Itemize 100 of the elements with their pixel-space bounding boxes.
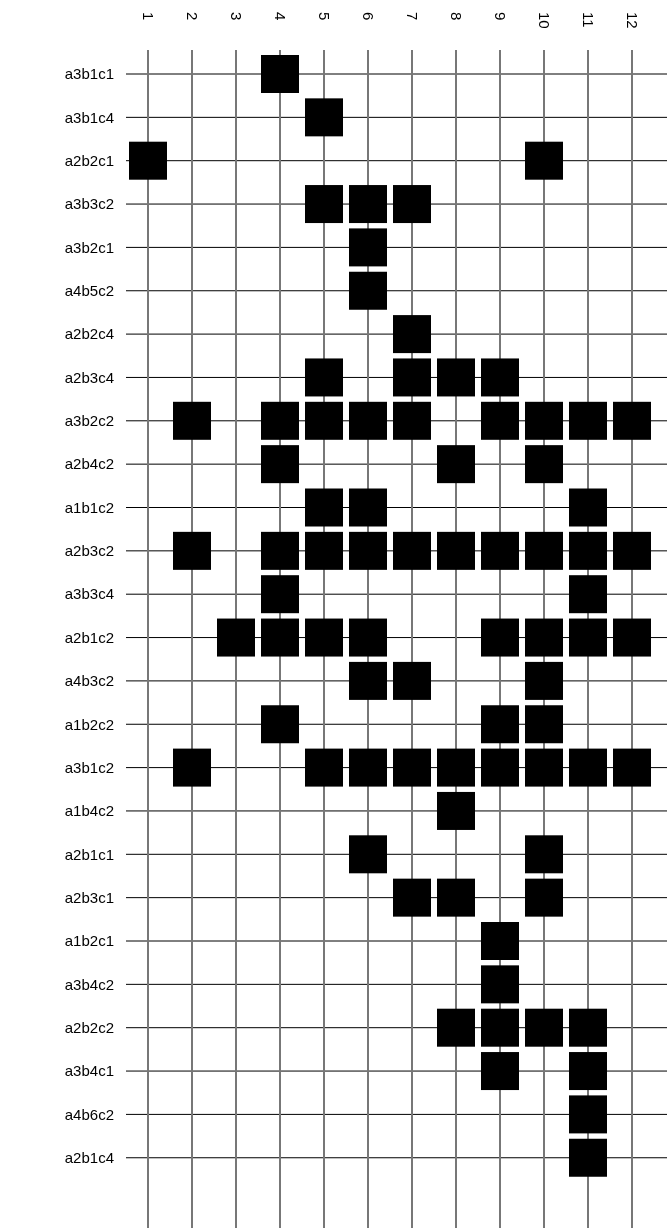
point — [349, 185, 387, 224]
point — [349, 228, 387, 267]
point — [613, 401, 651, 440]
x-tick-label: 2 — [183, 12, 201, 21]
point — [393, 661, 431, 700]
x-tick-label: 3 — [227, 12, 245, 21]
point — [305, 401, 343, 440]
point — [217, 618, 255, 657]
point — [393, 358, 431, 397]
point — [261, 445, 299, 484]
point — [173, 531, 211, 570]
point — [481, 358, 519, 397]
point — [349, 748, 387, 787]
point — [525, 141, 563, 180]
point — [437, 445, 475, 484]
x-tick-label: 12 — [623, 12, 641, 29]
point — [525, 748, 563, 787]
y-tick-label: a4b6c2 — [64, 1105, 114, 1123]
point — [525, 531, 563, 570]
point — [437, 358, 475, 397]
point — [393, 185, 431, 224]
y-tick-label: a2b3c4 — [64, 368, 114, 386]
point — [349, 488, 387, 527]
point — [481, 965, 519, 1004]
y-tick-label: a3b2c1 — [64, 238, 114, 256]
point — [481, 1052, 519, 1091]
x-tick-label: 10 — [535, 12, 553, 29]
point — [437, 531, 475, 570]
y-tick-label: a1b1c2 — [64, 498, 114, 516]
point — [349, 835, 387, 874]
y-tick-label: a3b1c4 — [64, 108, 114, 126]
point — [525, 835, 563, 874]
point — [525, 618, 563, 657]
point — [569, 575, 607, 614]
point — [261, 531, 299, 570]
y-tick-label: a2b2c2 — [64, 1018, 114, 1036]
point — [437, 791, 475, 830]
x-tick-label: 6 — [359, 12, 377, 21]
point — [305, 531, 343, 570]
point — [305, 748, 343, 787]
y-tick-label: a3b2c2 — [64, 412, 114, 430]
y-tick-label: a3b3c2 — [64, 195, 114, 213]
y-tick-label: a2b1c1 — [64, 845, 114, 863]
point — [569, 488, 607, 527]
x-tick-label: 1 — [139, 12, 157, 21]
point — [129, 141, 167, 180]
point — [569, 1052, 607, 1091]
point — [525, 878, 563, 917]
point — [569, 1138, 607, 1177]
y-tick-label: a3b4c1 — [64, 1062, 114, 1080]
point — [261, 575, 299, 614]
y-tick-label: a4b5c2 — [64, 282, 114, 299]
point — [173, 748, 211, 787]
y-tick-label: a3b1c1 — [64, 65, 114, 83]
y-tick-label: a1b2c2 — [64, 715, 114, 733]
y-tick-label: a2b1c2 — [64, 628, 114, 646]
y-tick-label: a2b4c2 — [64, 455, 114, 473]
point — [569, 531, 607, 570]
y-tick-label: a2b2c1 — [64, 151, 114, 169]
point — [569, 401, 607, 440]
point — [437, 1008, 475, 1047]
point — [525, 1008, 563, 1047]
y-tick-label: a3b4c2 — [64, 975, 114, 993]
x-tick-label: 4 — [271, 12, 289, 21]
point — [349, 661, 387, 700]
point — [393, 531, 431, 570]
point — [305, 98, 343, 137]
point — [525, 705, 563, 744]
y-tick-label: a3b3c4 — [64, 585, 114, 603]
point — [437, 748, 475, 787]
point — [349, 271, 387, 310]
x-tick-label: 8 — [447, 12, 465, 21]
y-tick-label: a2b3c1 — [64, 888, 114, 906]
point — [261, 55, 299, 93]
point — [437, 878, 475, 917]
point — [481, 1008, 519, 1047]
point — [481, 401, 519, 440]
point — [613, 531, 651, 570]
y-tick-label: a1b4c2 — [64, 802, 114, 820]
y-tick-label: a2b2c4 — [64, 325, 114, 343]
point — [349, 618, 387, 657]
x-tick-label: 11 — [579, 12, 597, 28]
point — [393, 315, 431, 354]
point — [525, 401, 563, 440]
point — [613, 618, 651, 657]
point — [349, 401, 387, 440]
x-tick-label: 9 — [491, 12, 509, 21]
point — [393, 748, 431, 787]
point — [525, 661, 563, 700]
point — [569, 748, 607, 787]
point — [481, 748, 519, 787]
x-tick-label: 7 — [403, 12, 421, 21]
point — [261, 618, 299, 657]
point — [481, 531, 519, 570]
point — [481, 922, 519, 960]
y-tick-label: a2b1c4 — [64, 1149, 114, 1166]
point — [393, 878, 431, 917]
point — [349, 531, 387, 570]
y-tick-label: a2b3c2 — [64, 542, 114, 560]
y-tick-label: a3b1c2 — [64, 758, 114, 776]
